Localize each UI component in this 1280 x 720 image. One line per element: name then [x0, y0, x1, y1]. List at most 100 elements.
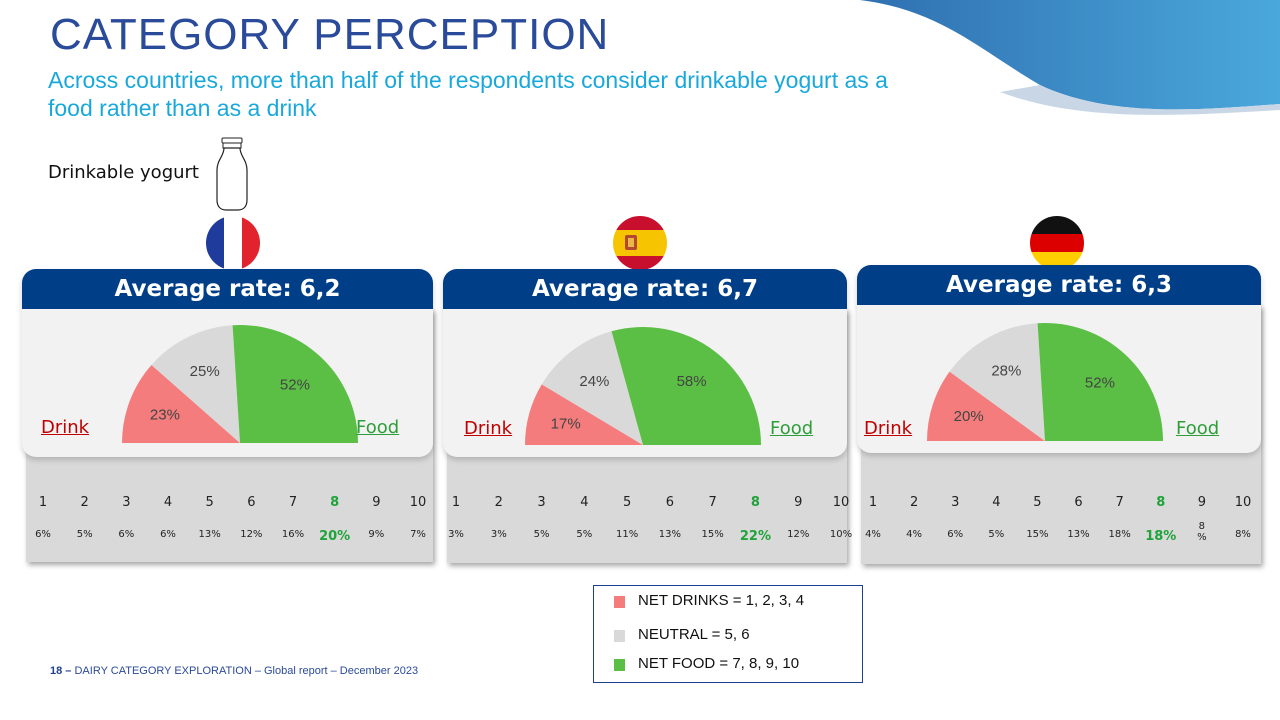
page-subtitle: Across countries, more than half of the …	[48, 67, 888, 121]
scale-percentage-9: 9%	[368, 529, 385, 540]
pie-slice-net-drinks	[525, 384, 643, 445]
pie-slice-net-food	[611, 327, 761, 445]
scale-point-5: 5	[622, 495, 632, 510]
scale-percentage-3: 6%	[947, 529, 964, 540]
scale-percentage-8: 18%	[1145, 529, 1177, 544]
scale-percentage-5: 13%	[198, 529, 221, 540]
scale-point-5: 5	[1033, 495, 1042, 510]
scale-percentage-8: 20%	[319, 529, 351, 544]
scale-point-6: 6	[247, 495, 256, 510]
scale-point-10: 10	[832, 495, 850, 510]
scale-percentage-6: 13%	[658, 529, 681, 540]
france-flag-icon	[206, 216, 260, 270]
legend-label: NET DRINKS = 1, 2, 3, 4	[638, 592, 805, 609]
scale-point-8: 8	[1156, 495, 1166, 510]
scale-point-4: 4	[992, 495, 1001, 510]
pie-slice-neutral	[949, 323, 1045, 441]
scale-percentage-9: 8%	[1197, 521, 1207, 543]
scale-percentages-row: 6% 5% 6% 6% 13% 12% 16% 20% 9% 7%	[22, 529, 433, 549]
scale-point-3: 3	[122, 495, 131, 510]
perception-pie-chart: 20% 28% 52%	[927, 323, 1163, 441]
scale-point-7: 7	[288, 495, 298, 510]
scale-percentage-10: 10%	[829, 529, 853, 540]
scale-point-7: 7	[708, 495, 717, 510]
food-axis-label: Food	[1176, 418, 1220, 439]
scale-point-9: 9	[372, 495, 381, 510]
yogurt-bottle-icon	[216, 137, 248, 211]
perception-pie-chart: 23% 25% 52%	[122, 325, 358, 443]
scale-percentage-10: 8%	[1235, 529, 1251, 540]
drink-axis-label: Drink	[41, 417, 90, 438]
scale-percentage-5: 15%	[1026, 529, 1049, 540]
pie-data-label: 52%	[280, 377, 310, 394]
scale-percentage-4: 6%	[160, 529, 176, 540]
scale-point-7: 7	[1115, 495, 1124, 510]
page-footer: 18 – DAIRY CATEGORY EXPLORATION – Global…	[50, 665, 418, 677]
scale-point-10: 10	[1234, 495, 1252, 510]
scale-percentage-7: 18%	[1108, 529, 1131, 540]
pie-slice-net-drinks	[122, 364, 240, 443]
legend-label: NET FOOD = 7, 8, 9, 10	[638, 655, 800, 672]
scale-point-5: 5	[205, 495, 214, 510]
legend-label: NEUTRAL = 5, 6	[638, 626, 750, 643]
scale-percentage-3: 6%	[118, 529, 135, 540]
spain-flag-icon	[613, 216, 667, 270]
scale-percentage-4: 5%	[576, 529, 593, 540]
scale-point-2: 2	[494, 495, 503, 510]
scale-numbers-row: 1 2 3 4 5 6 7 8 9 10	[857, 495, 1261, 515]
scale-point-1: 1	[451, 495, 461, 510]
pie-data-label: 24%	[579, 373, 609, 390]
pie-data-label: 17%	[551, 416, 581, 433]
country-card-germany: 20% 28% 52% Drink Food Average rate: 6,3 1…	[857, 265, 1261, 564]
chart-legend: NET DRINKS = 1, 2, 3, 4 NEUTRAL = 5, 6 N…	[593, 585, 863, 683]
pie-data-label: 25%	[190, 363, 220, 380]
perception-pie-chart: 17% 24% 58%	[525, 327, 761, 445]
product-label: Drinkable yogurt	[48, 162, 199, 183]
scale-point-4: 4	[163, 495, 173, 510]
scale-point-1: 1	[868, 495, 878, 510]
scale-point-6: 6	[1074, 495, 1083, 510]
scale-point-3: 3	[537, 495, 546, 510]
scale-point-4: 4	[580, 495, 589, 510]
scale-numbers-row: 1 2 3 4 5 6 7 8 9 10	[22, 495, 433, 515]
pie-slice-net-drinks	[927, 371, 1045, 441]
scale-percentage-7: 15%	[701, 529, 724, 540]
scale-percentage-2: 3%	[490, 529, 507, 540]
legend-swatch	[614, 659, 625, 671]
legend-swatch	[614, 630, 625, 642]
scale-percentage-3: 5%	[533, 529, 550, 540]
pie-data-label: 23%	[150, 407, 180, 424]
country-card-france: 23% 25% 52% Drink Food Average rate: 6,2 1…	[22, 269, 433, 562]
scale-point-2: 2	[80, 495, 89, 510]
scale-point-1: 1	[38, 495, 48, 510]
scale-percentage-2: 5%	[76, 529, 93, 540]
legend-swatch	[614, 596, 625, 608]
scale-point-10: 10	[409, 495, 427, 510]
footer-report-text: DAIRY CATEGORY EXPLORATION – Global repo…	[74, 665, 419, 677]
header-wave-decoration	[860, 0, 1280, 115]
country-card-spain: 17% 24% 58% Drink Food Average rate: 6,7 1…	[443, 269, 852, 563]
pie-slice-net-food	[1037, 323, 1163, 441]
scale-percentage-2: 4%	[906, 529, 923, 540]
scale-percentages-row: 3% 3% 5% 5% 11% 13% 15% 22% 12% 10%	[443, 529, 852, 549]
scale-percentage-6: 13%	[1067, 529, 1090, 540]
scale-percentage-5: 11%	[615, 529, 639, 540]
scale-percentages-row: 4% 4% 6% 5% 15% 13% 18% 18% 8% 8%	[857, 521, 1261, 549]
food-axis-label: Food	[770, 418, 814, 439]
scale-point-9: 9	[794, 495, 803, 510]
scale-percentage-10: 7%	[410, 529, 426, 540]
scale-point-9: 9	[1197, 495, 1207, 510]
drink-axis-label: Drink	[864, 418, 913, 439]
scale-point-8: 8	[330, 495, 340, 510]
germany-flag-icon	[1030, 216, 1084, 270]
scale-percentage-1: 4%	[865, 529, 881, 540]
scale-point-3: 3	[951, 495, 960, 510]
scale-numbers-row: 1 2 3 4 5 6 7 8 9 10	[443, 495, 850, 515]
pie-data-label: 20%	[954, 408, 984, 425]
pie-slice-neutral	[151, 325, 240, 443]
average-rate-header: Average rate: 6,3	[857, 265, 1261, 305]
drink-axis-label: Drink	[464, 418, 513, 439]
scale-percentage-4: 5%	[988, 529, 1005, 540]
scale-point-8: 8	[750, 495, 760, 510]
scale-percentage-6: 12%	[240, 529, 263, 540]
